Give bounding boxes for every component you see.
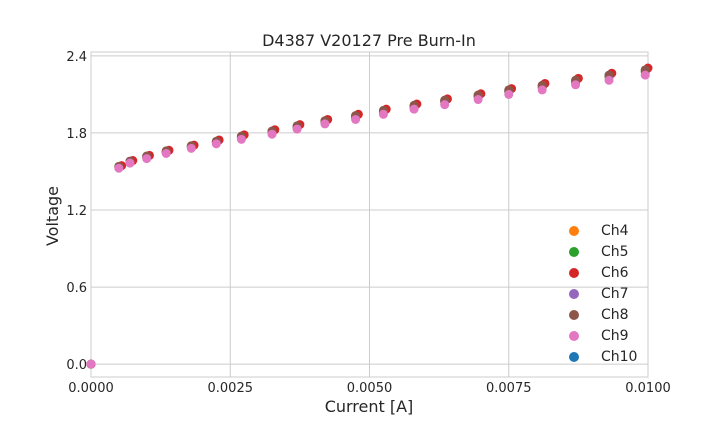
plot-area: 0.0000 0.0025 0.0050 0.0075 0.0100 0.0 0.6 1.2 1… xyxy=(66,50,670,396)
legend-item-ch5: Ch5 xyxy=(560,241,660,262)
legend-label-ch4: Ch4 xyxy=(601,222,629,239)
legend-marker-ch9 xyxy=(569,330,579,341)
point-ch9 xyxy=(211,139,221,149)
point-ch9 xyxy=(378,109,388,119)
x-tick-label: 0.0050 xyxy=(347,381,393,396)
legend-item-ch9: Ch9 xyxy=(560,325,660,346)
point-ch9 xyxy=(409,104,419,114)
point-ch9 xyxy=(292,124,302,134)
legend-label-ch8: Ch8 xyxy=(601,306,629,323)
y-tick-label: 2.4 xyxy=(66,50,87,65)
point-ch9 xyxy=(604,75,614,85)
legend-label-ch7: Ch7 xyxy=(601,285,629,302)
point-ch9 xyxy=(125,158,135,168)
x-tick-label: 0.0000 xyxy=(68,381,114,396)
point-ch9 xyxy=(504,89,514,99)
point-ch9 xyxy=(114,163,124,173)
point-ch9 xyxy=(440,100,450,110)
point-ch9 xyxy=(640,70,650,80)
legend-item-ch4: Ch4 xyxy=(560,220,660,241)
point-ch9 xyxy=(142,154,152,164)
point-ch9 xyxy=(161,148,171,158)
legend-item-ch7: Ch7 xyxy=(560,283,660,304)
y-tick-label: 1.8 xyxy=(66,127,87,142)
point-ch9 xyxy=(473,95,483,105)
point-ch9 xyxy=(86,359,96,369)
chart-title: D4387 V20127 Pre Burn-In xyxy=(262,31,476,50)
legend-marker-ch10 xyxy=(569,351,579,362)
point-ch9 xyxy=(186,143,196,153)
point-ch9 xyxy=(320,119,330,129)
legend-label-ch5: Ch5 xyxy=(601,243,629,260)
legend: Ch4 Ch5 Ch6 Ch7 Ch8 Ch9 Ch10 xyxy=(560,220,660,367)
y-axis-label: Voltage xyxy=(43,186,62,246)
point-ch9 xyxy=(571,80,581,90)
legend-marker-ch4 xyxy=(569,225,579,236)
legend-marker-ch5 xyxy=(569,246,579,257)
legend-item-ch10: Ch10 xyxy=(560,346,660,367)
point-ch9 xyxy=(267,129,277,139)
y-tick-label: 1.2 xyxy=(66,204,87,219)
x-tick-label: 0.0100 xyxy=(625,381,671,396)
point-ch9 xyxy=(236,134,246,144)
y-tick-label: 0.0 xyxy=(66,358,87,373)
point-ch9 xyxy=(537,85,547,95)
x-tick-label: 0.0075 xyxy=(486,381,532,396)
legend-label-ch9: Ch9 xyxy=(601,327,629,344)
x-tick-label: 0.0025 xyxy=(208,381,254,396)
x-axis-label: Current [A] xyxy=(325,397,414,416)
plot-frame xyxy=(90,51,649,378)
legend-item-ch6: Ch6 xyxy=(560,262,660,283)
point-ch9 xyxy=(351,114,361,124)
legend-marker-ch7 xyxy=(569,288,579,299)
legend-marker-ch8 xyxy=(569,309,579,320)
legend-label-ch10: Ch10 xyxy=(601,348,638,365)
legend-label-ch6: Ch6 xyxy=(601,264,629,281)
y-tick-label: 0.6 xyxy=(66,281,87,296)
legend-marker-ch6 xyxy=(569,267,579,278)
legend-item-ch8: Ch8 xyxy=(560,304,660,325)
